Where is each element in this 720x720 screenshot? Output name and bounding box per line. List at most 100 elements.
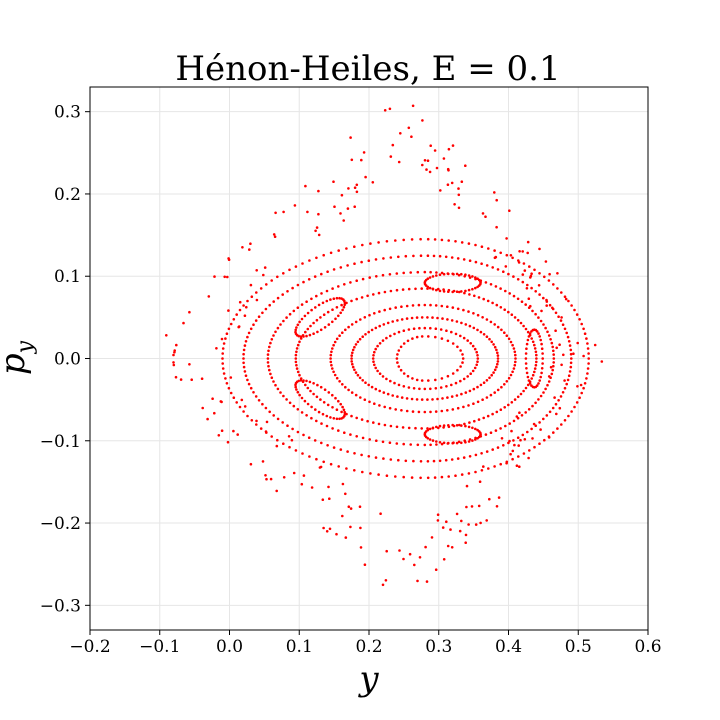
scatter-point	[439, 189, 442, 192]
scatter-point	[510, 313, 514, 317]
scatter-point	[246, 299, 249, 303]
scatter-point	[572, 352, 575, 356]
scatter-point	[384, 579, 388, 582]
scatter-point	[570, 304, 573, 307]
scatter-point	[426, 437, 430, 440]
scatter-point	[281, 421, 285, 424]
scatter-point	[361, 436, 365, 440]
scatter-point	[354, 343, 358, 346]
scatter-point	[521, 250, 524, 253]
scatter-point	[428, 286, 432, 290]
scatter-point	[317, 189, 320, 193]
scatter-point	[335, 376, 339, 380]
scatter-point	[493, 249, 496, 252]
scatter-point	[355, 435, 359, 438]
scatter-point	[460, 441, 463, 445]
scatter-point	[373, 402, 376, 406]
scatter-point	[540, 347, 544, 351]
scatter-point	[494, 429, 498, 432]
scatter-point	[428, 427, 432, 431]
scatter-point	[402, 475, 406, 479]
scatter-point	[257, 315, 261, 319]
scatter-point	[511, 370, 514, 374]
scatter-point	[456, 406, 460, 410]
scatter-point	[399, 368, 403, 372]
scatter-point	[329, 360, 333, 364]
scatter-point	[343, 413, 347, 416]
scatter-point	[493, 368, 497, 372]
scatter-point	[353, 345, 356, 349]
scatter-point	[340, 410, 343, 414]
scatter-point	[428, 438, 432, 441]
scatter-point	[530, 427, 533, 431]
scatter-point	[355, 297, 359, 301]
scatter-point	[221, 362, 224, 365]
scatter-point	[527, 456, 530, 460]
scatter-point	[322, 460, 326, 464]
scatter-point	[221, 347, 225, 350]
scatter-point	[540, 309, 543, 313]
scatter-point	[343, 431, 346, 435]
scatter-point	[524, 352, 528, 355]
scatter-point	[575, 401, 579, 404]
scatter-point	[507, 376, 511, 380]
scatter-point	[524, 303, 527, 306]
scatter-point	[442, 424, 446, 427]
scatter-point	[274, 330, 277, 334]
scatter-point	[518, 411, 521, 415]
scatter-point	[262, 273, 265, 277]
scatter-point	[368, 438, 372, 441]
scatter-point	[500, 328, 503, 332]
scatter-point	[527, 379, 531, 382]
scatter-point	[496, 388, 500, 392]
scatter-point	[488, 337, 491, 341]
scatter-point	[534, 312, 537, 316]
scatter-point	[243, 344, 247, 347]
scatter-point	[493, 345, 497, 349]
scatter-point	[423, 270, 427, 274]
scatter-point	[517, 444, 520, 447]
scatter-point	[464, 424, 467, 428]
scatter-point	[485, 379, 489, 382]
scatter-point	[423, 303, 427, 307]
scatter-point	[347, 505, 351, 509]
scatter-point	[383, 405, 387, 409]
scatter-point	[543, 275, 546, 279]
scatter-point	[402, 329, 406, 333]
scatter-point	[460, 424, 463, 427]
scatter-point	[513, 443, 516, 447]
scatter-point	[330, 363, 333, 367]
scatter-point	[401, 426, 405, 429]
scatter-point	[533, 347, 537, 350]
scatter-point	[542, 323, 545, 326]
scatter-point	[319, 316, 322, 319]
scatter-point	[328, 497, 331, 501]
scatter-point	[359, 546, 363, 549]
scatter-point	[563, 295, 567, 299]
scatter-point	[541, 362, 544, 365]
scatter-point	[340, 297, 343, 300]
scatter-point	[331, 287, 334, 290]
scatter-point	[286, 290, 289, 293]
scatter-point	[296, 370, 300, 374]
scatter-point	[259, 427, 263, 430]
scatter-point	[326, 403, 330, 407]
scatter-point	[446, 183, 450, 186]
scatter-point	[369, 242, 372, 245]
scatter-point	[279, 323, 282, 326]
scatter-point	[360, 158, 363, 162]
scatter-point	[393, 381, 396, 385]
scatter-point	[257, 399, 261, 402]
scatter-point	[473, 347, 477, 351]
scatter-point	[371, 357, 375, 360]
scatter-point	[569, 352, 573, 356]
scatter-point	[270, 338, 274, 341]
scatter-point	[446, 409, 449, 412]
scatter-point	[419, 476, 422, 480]
scatter-point	[310, 308, 313, 312]
scatter-point	[220, 429, 224, 433]
scatter-point	[397, 330, 401, 334]
scatter-point	[459, 365, 462, 368]
scatter-point	[389, 256, 393, 259]
scatter-point	[388, 273, 392, 276]
